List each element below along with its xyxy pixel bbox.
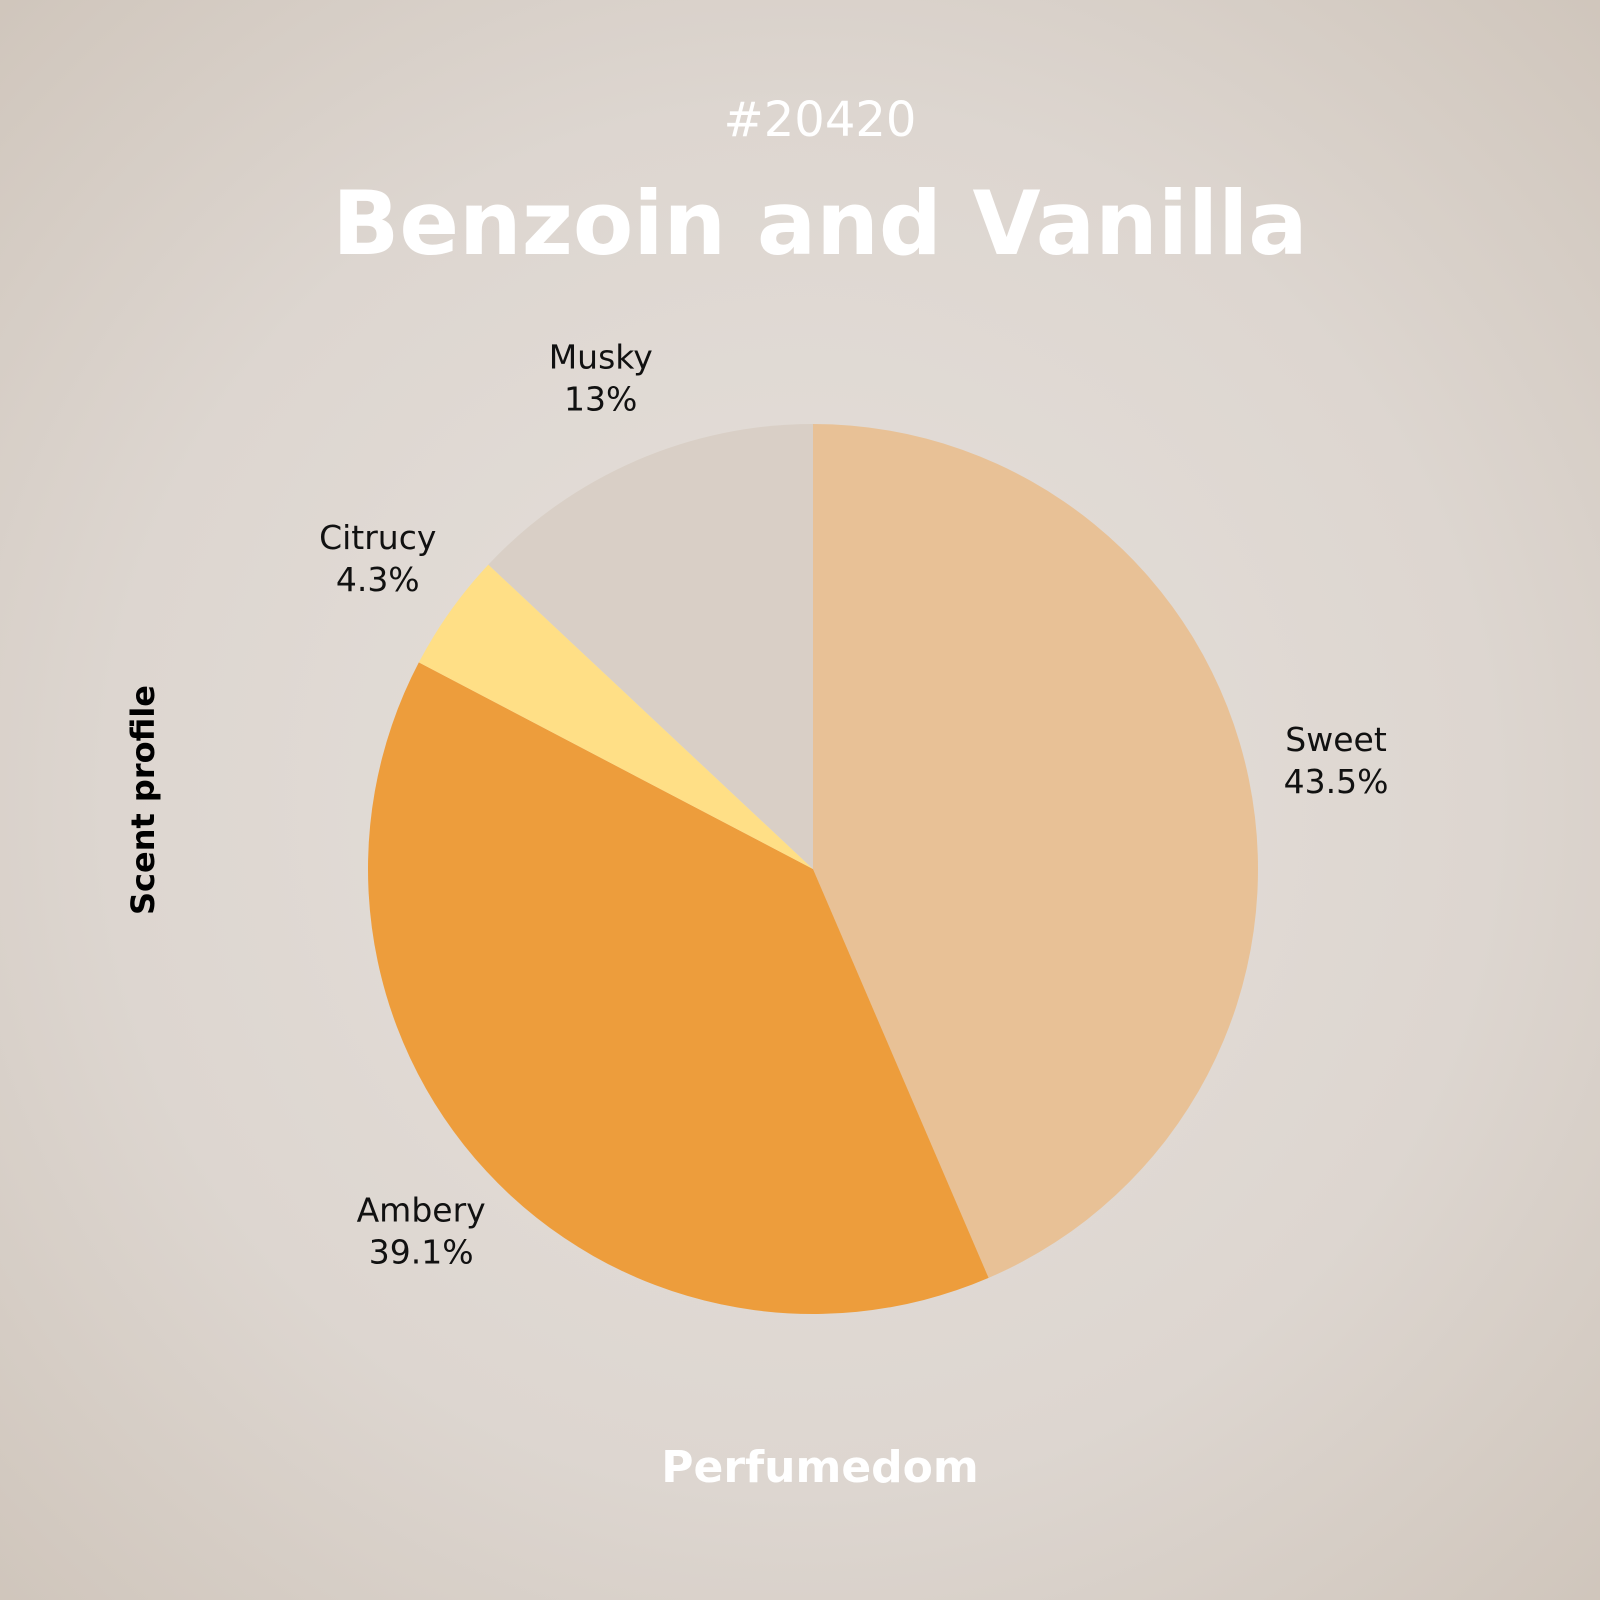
slice-value-label: 43.5% [1284, 762, 1389, 801]
footer: Perfumedom [661, 1442, 979, 1493]
chart-title: Benzoin and Vanilla [332, 172, 1307, 275]
pie-slice [488, 424, 813, 869]
pie-slice [418, 564, 813, 869]
slice-label: Citrucy [319, 518, 436, 557]
slice-value-label: 13% [564, 380, 637, 419]
pie-slice [813, 424, 1258, 1278]
slice-value-label: 4.3% [336, 560, 420, 599]
slice-label: Musky [549, 338, 653, 377]
pie-slice [367, 662, 989, 1315]
slice-value-label: 39.1% [369, 1232, 474, 1271]
axis-label: Scent profile [124, 685, 162, 915]
slice-label: Sweet [1285, 720, 1387, 759]
slice-label: Ambery [357, 1190, 486, 1229]
chart-subtitle: #20420 [724, 92, 917, 148]
